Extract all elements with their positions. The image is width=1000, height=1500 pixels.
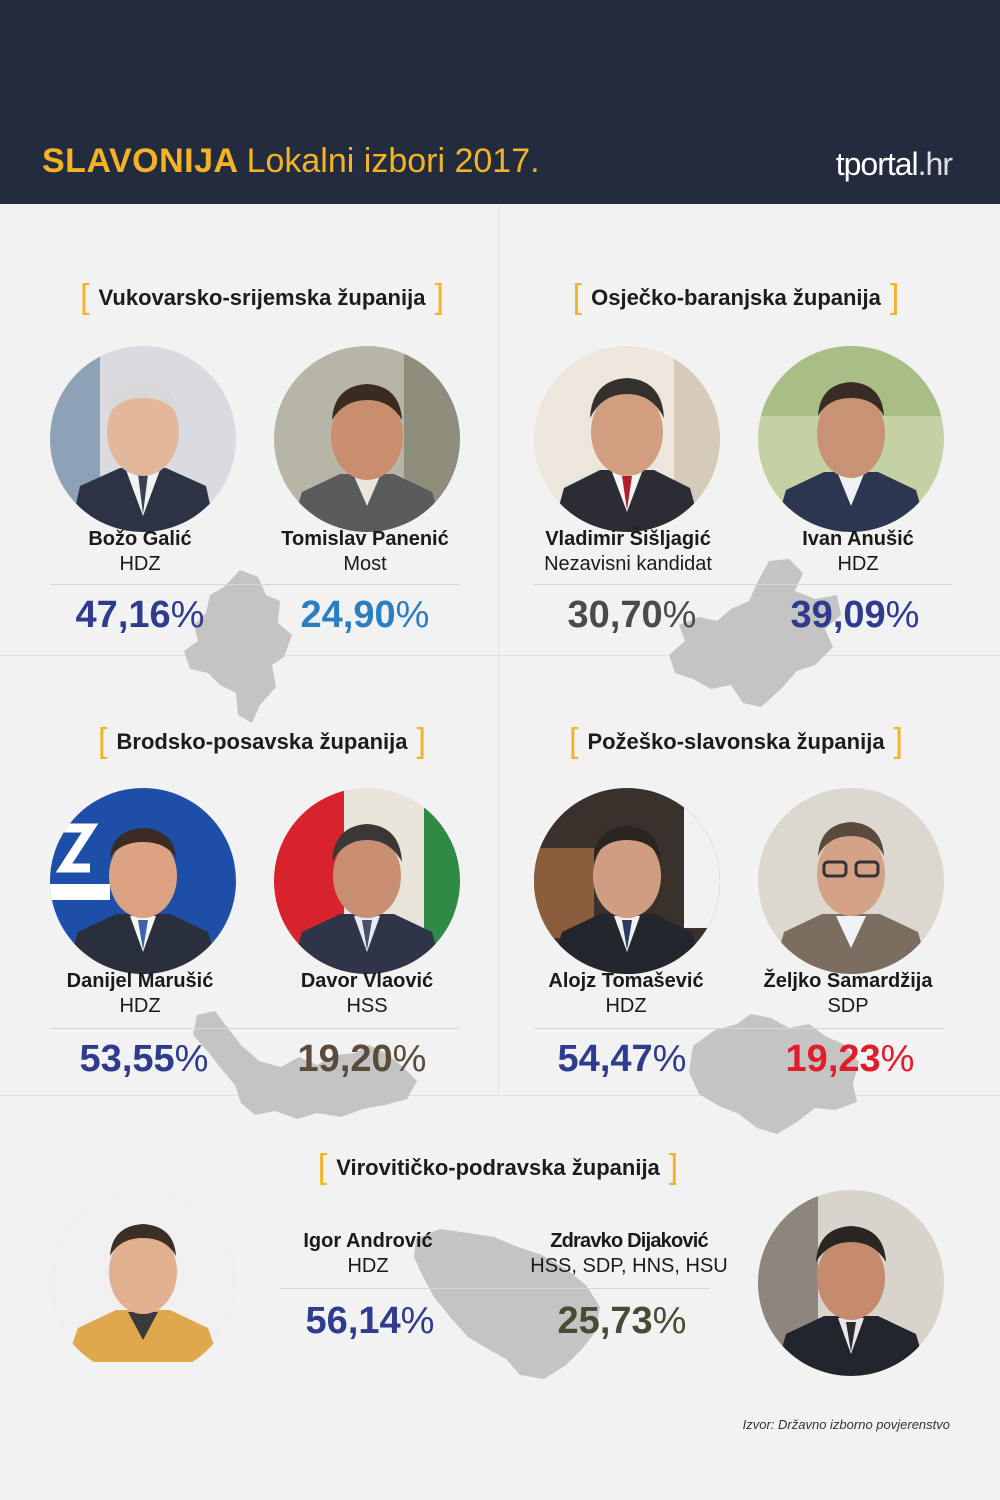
vote-percent: 25,73% <box>557 1300 687 1342</box>
page-title: SLAVONIJA Lokalni izbori 2017. <box>42 142 540 181</box>
separator <box>534 584 952 585</box>
candidate-photo <box>50 1190 236 1376</box>
bracket-right-icon: ] <box>893 722 904 760</box>
candidate-party: HDZ <box>605 995 647 1017</box>
vote-percent: 24,90% <box>300 594 430 636</box>
candidate-party: HSS, SDP, HNS, HSU <box>530 1255 728 1277</box>
bracket-right-icon: ] <box>416 722 426 760</box>
vukovar-srijem-map <box>184 570 292 723</box>
header: SLAVONIJA Lokalni izbori 2017. tportal.hr <box>0 0 1000 204</box>
separator <box>534 1028 944 1029</box>
candidate-photo <box>50 346 236 532</box>
bracket-left-icon: [ <box>317 1148 328 1186</box>
bracket-right-icon: ] <box>668 1148 679 1186</box>
candidate-photo <box>758 1190 944 1376</box>
vote-percent: 56,14% <box>305 1300 435 1342</box>
candidate-photo <box>534 788 720 974</box>
bracket-right-icon: ] <box>434 278 444 316</box>
vote-percent: 19,23% <box>785 1038 915 1080</box>
candidate-party: HDZ <box>837 553 879 575</box>
pozega-slavonia-map <box>689 1014 859 1134</box>
column-divider <box>498 204 499 1094</box>
candidate-photo <box>534 346 720 532</box>
tportal-logo[interactable]: tportal.hr <box>835 146 953 183</box>
candidate-party: SDP <box>827 995 869 1017</box>
candidate-party: Nezavisni kandidat <box>544 553 712 575</box>
bracket-left-icon: [ <box>98 722 108 760</box>
candidate-name: Ivan Anušić <box>802 528 914 550</box>
bracket-left-icon: [ <box>568 722 579 760</box>
vote-percent: 19,20% <box>297 1038 427 1080</box>
candidate-name: Igor Andrović <box>303 1230 433 1252</box>
region-title: SLAVONIJA <box>42 142 239 180</box>
candidate-party: Most <box>343 553 387 575</box>
candidate-photo <box>758 346 944 532</box>
candidate-photo <box>50 788 236 974</box>
vote-percent: 47,16% <box>75 594 205 636</box>
candidate-name: Tomislav Panenić <box>281 528 449 550</box>
source-note: Izvor: Državno izborno povjerenstvo <box>742 1417 950 1432</box>
logo-suffix: .hr <box>917 146 953 182</box>
election-subtitle: Lokalni izbori 2017. <box>246 142 540 180</box>
bracket-right-icon: ] <box>889 278 900 316</box>
candidate-name: Danijel Marušić <box>66 970 214 992</box>
row-divider <box>0 1095 1000 1096</box>
separator <box>50 1028 460 1029</box>
candidate-name: Vladimir Šišljagić <box>545 528 711 550</box>
brod-posavina-map <box>193 1011 417 1119</box>
candidate-party: HSS <box>346 995 388 1017</box>
candidate-name: Davor Vlaović <box>300 970 434 992</box>
candidate-party: HDZ <box>119 995 161 1017</box>
vote-percent: 30,70% <box>567 594 697 636</box>
vote-percent: 53,55% <box>79 1038 209 1080</box>
vote-percent: 39,09% <box>790 594 920 636</box>
separator <box>280 1288 710 1289</box>
county-title-virovitica-podravina: [Virovitičko-podravska županija] <box>317 1148 679 1186</box>
candidate-name: Željko Samardžija <box>763 970 933 992</box>
candidate-name: Zdravko Dijaković <box>550 1230 708 1252</box>
candidate-photo <box>274 346 460 532</box>
county-title-vukovar-srijem: [Vukovarsko-srijemska županija] <box>80 278 444 316</box>
osijek-baranja-map <box>669 559 841 707</box>
county-title-osijek-baranja: [Osječko-baranjska županija] <box>572 278 900 316</box>
county-title-pozega-slavonia: [Požeško-slavonska županija] <box>568 722 904 760</box>
candidate-photo <box>274 788 460 974</box>
bracket-left-icon: [ <box>572 278 583 316</box>
candidate-name: Božo Galić <box>88 528 192 550</box>
vote-percent: 54,47% <box>557 1038 687 1080</box>
candidate-photo <box>758 788 944 974</box>
bracket-left-icon: [ <box>80 278 90 316</box>
candidate-party: HDZ <box>347 1255 389 1277</box>
separator <box>50 584 460 585</box>
candidate-name: Alojz Tomašević <box>548 970 704 992</box>
virovitica-podravina-map <box>414 1229 600 1379</box>
county-title-brod-posavina: [Brodsko-posavska županija] <box>98 722 426 760</box>
row-divider <box>0 655 1000 656</box>
candidate-party: HDZ <box>119 553 161 575</box>
logo-main: tportal <box>835 146 919 182</box>
